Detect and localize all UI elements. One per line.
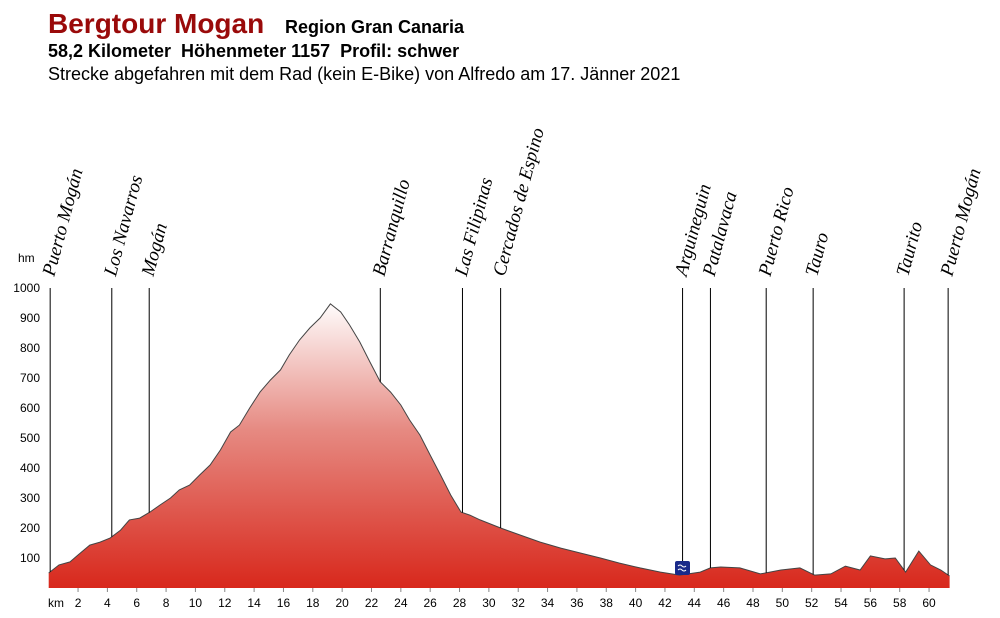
x-tick-label: 46 xyxy=(717,596,731,610)
place-label: Las Filipinas xyxy=(451,175,498,279)
y-tick-label: 700 xyxy=(20,371,40,385)
x-tick-label: 60 xyxy=(922,596,936,610)
y-tick-label: 300 xyxy=(20,491,40,505)
details: 58,2 Kilometer Höhenmeter 1157 Profil: s… xyxy=(48,41,459,61)
x-tick-label: 20 xyxy=(335,596,349,610)
place-label: Puerto Mogán xyxy=(38,166,87,279)
place-label: Cercados de Espino xyxy=(489,126,549,279)
x-tick-label: 48 xyxy=(746,596,760,610)
place-label: Puerto Rico xyxy=(754,185,798,280)
y-tick-label: 100 xyxy=(20,551,40,565)
x-tick-label: 22 xyxy=(365,596,379,610)
place-label: Tauro xyxy=(802,230,834,278)
x-tick-label: 44 xyxy=(688,596,702,610)
x-tick-label: 36 xyxy=(570,596,584,610)
x-tick-label: 6 xyxy=(133,596,140,610)
x-tick-label: 26 xyxy=(424,596,438,610)
area-fill xyxy=(48,303,950,588)
x-tick-label: 40 xyxy=(629,596,643,610)
x-tick-label: 38 xyxy=(600,596,614,610)
place-label: Puerto Mogán xyxy=(936,166,985,279)
x-tick-label: 58 xyxy=(893,596,907,610)
description: Strecke abgefahren mit dem Rad (kein E-B… xyxy=(48,64,680,84)
x-tick-label: 54 xyxy=(834,596,848,610)
x-tick-label: 18 xyxy=(306,596,320,610)
y-tick-label: 900 xyxy=(20,311,40,325)
x-tick-label: 4 xyxy=(104,596,111,610)
x-tick-label: 10 xyxy=(189,596,203,610)
x-tick-label: 34 xyxy=(541,596,555,610)
x-tick-label: 50 xyxy=(776,596,790,610)
chart-subtitle: Region Gran Canaria xyxy=(285,17,465,37)
y-tick-label: 800 xyxy=(20,341,40,355)
x-tick-label: 42 xyxy=(658,596,672,610)
y-tick-label: 500 xyxy=(20,431,40,445)
chart-title: Bergtour Mogan xyxy=(48,8,264,39)
x-tick-label: 16 xyxy=(277,596,291,610)
profile-line xyxy=(48,303,950,577)
x-tick-label: 56 xyxy=(864,596,878,610)
place-label: Taurito xyxy=(893,219,928,278)
place-label: Barranquillo xyxy=(369,177,415,278)
x-axis-label: km xyxy=(48,596,64,610)
x-tick-label: 2 xyxy=(75,596,82,610)
x-tick-label: 24 xyxy=(394,596,408,610)
x-tick-label: 14 xyxy=(247,596,261,610)
place-label: Mogán xyxy=(137,221,171,279)
x-tick-label: 30 xyxy=(482,596,496,610)
x-tick-label: 32 xyxy=(512,596,526,610)
y-tick-label: 1000 xyxy=(13,281,40,295)
x-tick-label: 52 xyxy=(805,596,819,610)
x-tick-label: 8 xyxy=(163,596,170,610)
y-axis-label: hm xyxy=(18,251,35,265)
x-tick-label: 12 xyxy=(218,596,232,610)
x-tick-label: 28 xyxy=(453,596,467,610)
beach-icon xyxy=(675,561,690,575)
y-tick-label: 600 xyxy=(20,401,40,415)
y-tick-label: 200 xyxy=(20,521,40,535)
y-tick-label: 400 xyxy=(20,461,40,475)
